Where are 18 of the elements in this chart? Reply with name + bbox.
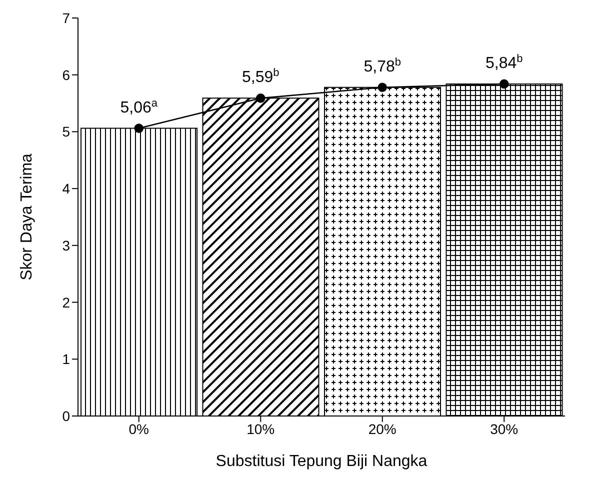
- y-tick-label: 5: [62, 124, 70, 140]
- y-tick-label: 0: [62, 408, 70, 424]
- y-tick-label: 1: [62, 351, 70, 368]
- y-axis-title: Skor Daya Terima: [18, 153, 36, 280]
- y-tick-label: 2: [62, 294, 70, 310]
- y-tick-label: 6: [62, 66, 70, 83]
- y-tick-label: 4: [62, 180, 70, 197]
- x-tick-label: 10%: [246, 420, 275, 437]
- x-tick-label: 0%: [128, 420, 149, 437]
- y-tick-label: 3: [62, 237, 70, 254]
- data-label: 5,06$^{a}$: [120, 97, 158, 116]
- data-label: 5,78$^{b}$: [364, 56, 402, 76]
- y-tick-label: 7: [62, 10, 70, 26]
- x-axis-title: Substitusi Tepung Biji Nangka: [216, 453, 428, 470]
- data-label: 5,59$^{b}$: [242, 67, 280, 86]
- data-label: 5,84$^{b}$: [485, 52, 523, 72]
- x-tick-label: 20%: [368, 420, 396, 437]
- x-tick-label: 30%: [490, 420, 518, 437]
